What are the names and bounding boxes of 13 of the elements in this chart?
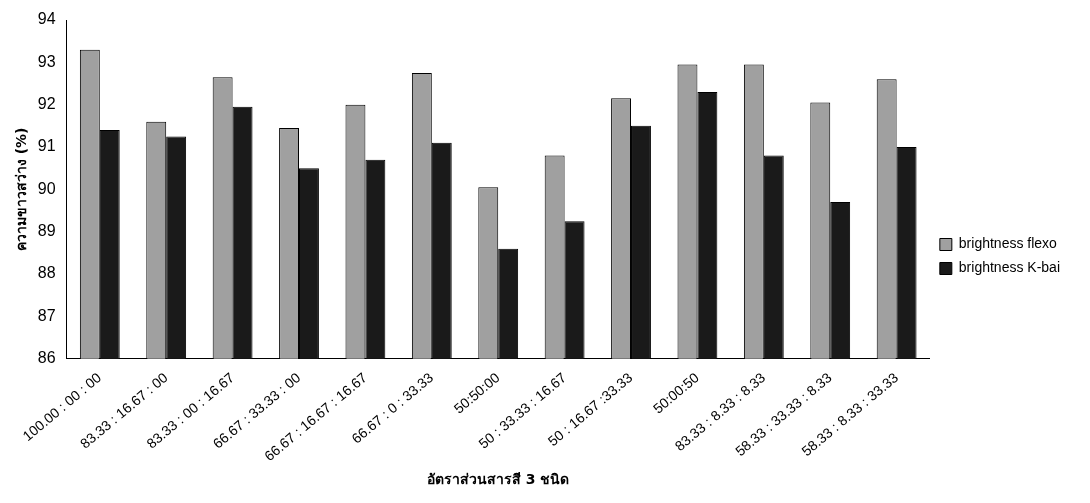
y-tick-label: 89 [37, 222, 56, 240]
y-tick-label: 94 [37, 10, 56, 28]
y-tick-label: 90 [37, 179, 56, 197]
y-tick-label: 93 [37, 52, 56, 70]
y-axis-title: ความขาวสว่าง (%) [13, 127, 30, 252]
y-tick-label: 88 [37, 264, 56, 282]
y-tick-label: 87 [37, 306, 56, 324]
legend-label: brightness flexo [958, 235, 1058, 252]
y-tick-label: 86 [37, 349, 56, 367]
legend-label: brightness K-bai [958, 259, 1061, 276]
y-tick-label: 92 [37, 95, 56, 113]
y-tick-label: 91 [37, 137, 56, 155]
x-axis-title: อัตราส่วนสารสี 3 ชนิด [426, 471, 570, 488]
